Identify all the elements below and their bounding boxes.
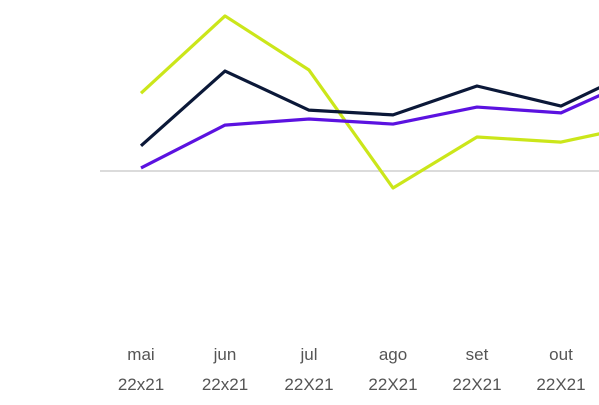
x-tick-label: out (549, 345, 573, 364)
x-tick-sublabel: 22x21 (118, 375, 164, 394)
series-line (139, 14, 599, 190)
x-tick-label: jul (299, 345, 317, 364)
series-line (140, 94, 599, 170)
x-tick-label: mai (127, 345, 154, 364)
x-tick-sublabel: 22X21 (368, 375, 417, 394)
x-tick-sublabel: 22X21 (452, 375, 501, 394)
x-tick-label: jun (213, 345, 237, 364)
x-tick-sublabel: 22X21 (536, 375, 585, 394)
x-tick-label: set (466, 345, 489, 364)
series-line (139, 69, 599, 148)
x-tick-sublabel: 22x21 (202, 375, 248, 394)
x-tick-label: ago (379, 345, 407, 364)
x-tick-sublabel: 22X21 (284, 375, 333, 394)
